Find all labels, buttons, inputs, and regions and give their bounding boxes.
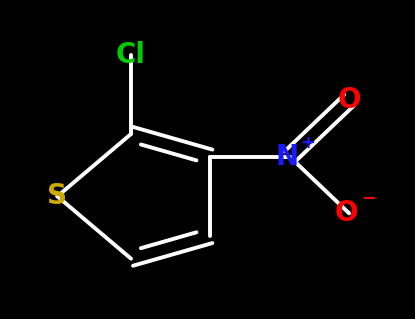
Text: N: N (275, 143, 298, 171)
Text: O: O (334, 199, 358, 227)
Text: −: − (361, 190, 376, 208)
Text: Cl: Cl (116, 41, 146, 69)
Text: +: + (300, 134, 315, 152)
Text: O: O (337, 86, 361, 114)
Text: S: S (47, 182, 67, 210)
